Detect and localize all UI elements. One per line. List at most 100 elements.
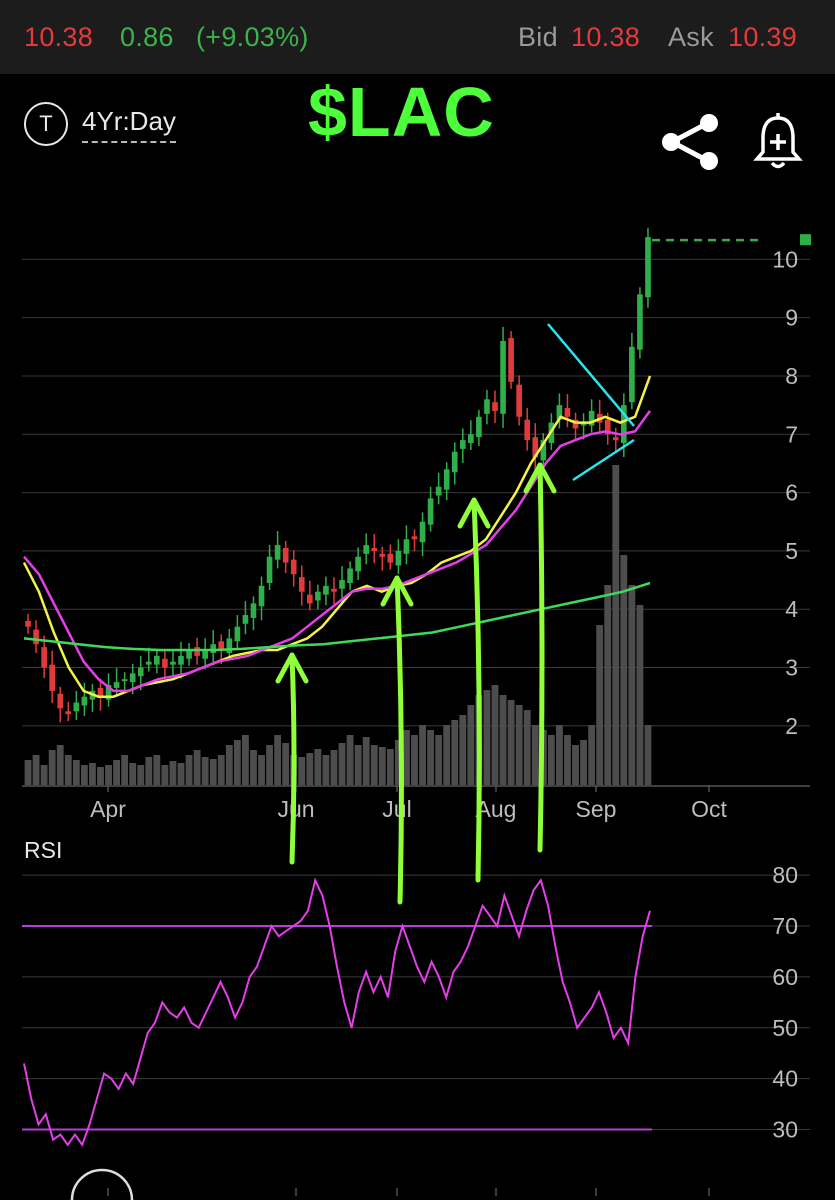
candle-body [129,673,136,683]
wedge-upper-trendline [547,323,635,427]
candle-body [629,346,635,403]
volume-bar [644,725,652,785]
candle-body [556,405,563,420]
moving-average-line [23,581,651,652]
volume-bar [386,749,394,785]
price-tick-label: 5 [785,538,798,564]
candle-body [604,419,611,435]
time-tick-label: Jul [382,796,411,822]
volume-bar [572,745,579,785]
up-arrow-head [275,652,309,684]
volume-bar [362,737,370,785]
candle-body [500,340,506,414]
quote-bar: 10.38 0.86 (+9.03%) Bid 10.38 Ask 10.39 [0,0,835,74]
candle-body [580,422,587,426]
rsi-tick-label: 40 [772,1066,798,1092]
volume-bar [467,705,475,785]
candle-body [105,685,112,700]
candle-body [258,585,265,607]
candle-body [532,437,539,458]
price-grid [22,258,810,787]
candle-body [57,693,64,709]
candle-body [435,486,442,496]
volume-bar [555,725,563,785]
ask-label: Ask [668,22,714,52]
candle-body [250,603,257,618]
volume-bar [370,745,378,785]
moving-averages [22,375,652,698]
volume-bar [177,763,185,785]
volume-bar [491,685,499,785]
time-tick-label: Sep [576,796,617,822]
candle-body [621,405,627,444]
candle-body [323,585,329,595]
up-arrow-head [457,497,491,529]
candle-body [194,647,200,656]
volume-bar [282,743,290,785]
candle-body [162,658,168,668]
volume-bar [403,730,410,785]
candle-body [572,419,579,429]
candle-body [65,711,72,715]
candle-body [298,577,305,592]
volume-bar [233,740,241,785]
candle-body [387,553,394,563]
volume-bar [137,765,145,785]
last-price: 10.38 [24,22,94,52]
price-alert-button[interactable] [752,112,804,172]
price-change: 0.86 [120,22,174,52]
candle-body [419,521,426,543]
volume-bar [32,755,40,785]
candle-body [484,399,490,414]
candle-body [331,588,337,592]
volume-bar [354,745,362,785]
volume-bar [507,700,515,785]
volume-bar [97,767,104,785]
candle-body [427,498,434,525]
volume-bar [346,735,354,785]
rsi-tick-label: 60 [772,964,798,990]
candle-body [403,539,410,554]
candle-body [516,384,522,417]
wedge-lower-trendline [572,438,635,482]
volume-bar [129,763,137,785]
price-tick-label: 9 [785,305,798,331]
rsi-title: RSI [24,837,62,863]
volume-bar [628,585,636,785]
up-arrow [289,652,297,865]
volume-bar [451,720,459,785]
volume-bar [564,735,571,785]
partial-icon [70,1168,134,1200]
candle-body [73,702,80,712]
volume-bar [612,465,620,785]
rsi-tick-label: 70 [772,913,798,939]
rsi-axis: 30 40 50 60 70 80 [70,862,798,1200]
candle-body [347,568,353,583]
volume-bar [459,715,467,785]
volume-bar [241,735,249,785]
candle-body [33,629,39,645]
price-change-percent: (+9.03%) [196,22,309,52]
volume-bar [314,749,322,785]
volume-bar [322,755,330,785]
wedge-trendlines [547,323,635,482]
volume-bar [274,735,282,785]
volume-bar [193,750,201,785]
volume-bar [427,730,435,785]
volume-bar [225,745,233,785]
volume-bar [169,761,177,785]
volume-bar [185,755,193,785]
candle-body [468,434,474,444]
volume-bar [523,710,531,785]
volume-bar [153,755,161,785]
candle-body [266,556,273,583]
volume-bar [56,745,64,785]
timeframe-selector[interactable]: T 4Yr:Day [24,102,176,146]
candle-body [459,440,466,449]
candle-body [154,655,160,665]
candle-body [25,620,31,627]
volume-bar [378,747,386,785]
volume-bar [515,705,523,785]
share-button[interactable] [658,112,724,172]
